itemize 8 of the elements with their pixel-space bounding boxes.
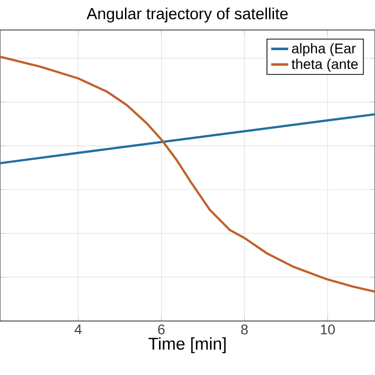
chart-title: Angular trajectory of satellite [86,8,288,23]
x-tick-label: 10 [320,324,335,334]
legend-label: alpha (Ear [292,43,356,56]
x-axis-title: Time [min] [148,337,226,354]
x-tick-label: 8 [241,324,248,334]
x-tick-label: 6 [158,324,165,334]
legend-label: theta (ante [292,58,358,72]
x-tick-label: 4 [74,324,82,334]
